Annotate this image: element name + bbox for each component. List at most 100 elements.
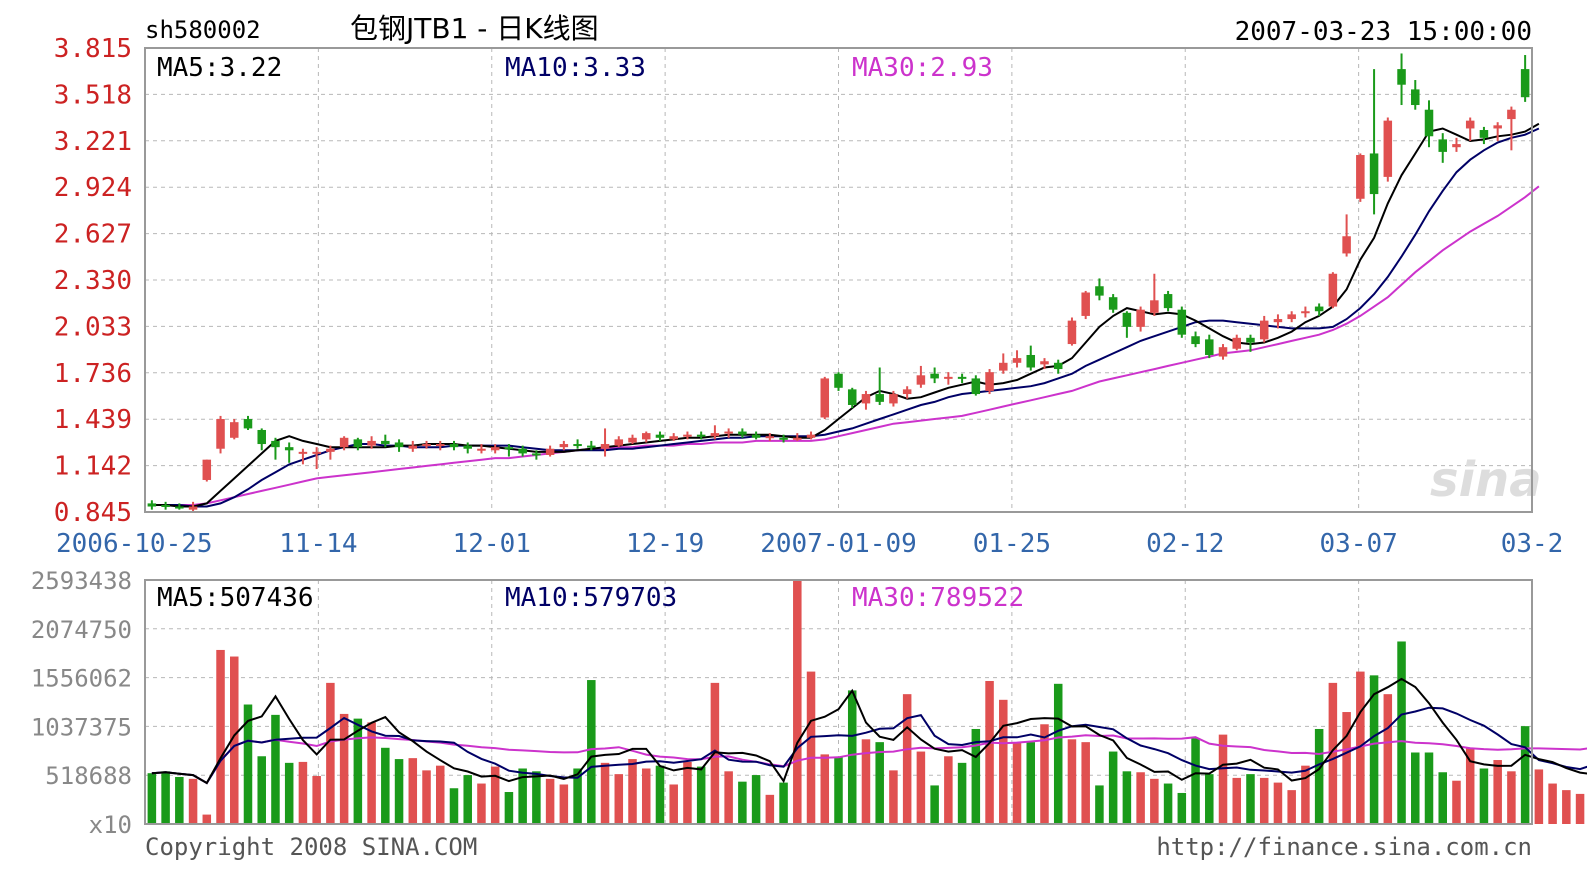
candle bbox=[381, 434, 390, 448]
volume-bar bbox=[1356, 671, 1365, 824]
volume-bar bbox=[1108, 751, 1118, 824]
volume-bar bbox=[216, 649, 225, 824]
candle-body bbox=[1369, 153, 1379, 195]
candlestick-series bbox=[147, 53, 1530, 512]
candle bbox=[175, 503, 184, 510]
candle-body bbox=[532, 453, 541, 456]
candle-body bbox=[175, 506, 184, 509]
volume-bar bbox=[284, 762, 294, 824]
candle bbox=[1218, 344, 1228, 360]
volume-bar bbox=[738, 781, 747, 824]
volume-bar bbox=[1507, 771, 1516, 824]
volume-bar bbox=[1122, 771, 1132, 824]
candle bbox=[669, 433, 678, 441]
volume-bar bbox=[1150, 778, 1159, 824]
candle-body bbox=[422, 444, 431, 447]
candle-body bbox=[944, 376, 953, 379]
candle bbox=[1520, 55, 1530, 102]
candle-body bbox=[971, 378, 981, 395]
volume-bar bbox=[1562, 790, 1571, 824]
volume-bar bbox=[1397, 641, 1406, 824]
candle-body bbox=[738, 431, 747, 435]
volume-bar bbox=[477, 783, 486, 824]
copyright-text: Copyright 2008 SINA.COM bbox=[145, 833, 477, 861]
volume-ma5-legend-label: MA5:507436 bbox=[157, 583, 314, 613]
volume-ma10-legend-label: MA10:579703 bbox=[505, 583, 677, 613]
date-tick-label: 11-14 bbox=[279, 529, 357, 559]
price-tick-label: 3.221 bbox=[54, 127, 132, 157]
candle bbox=[1163, 290, 1173, 312]
volume-ma30-legend-label: MA30:789522 bbox=[852, 583, 1024, 613]
candle bbox=[1479, 126, 1489, 145]
price-tick-label: 1.142 bbox=[54, 452, 132, 482]
price-tick-label: 3.815 bbox=[54, 34, 132, 64]
volume-bar bbox=[243, 704, 253, 824]
volume-tick-label: 1556062 bbox=[31, 665, 132, 693]
candle bbox=[724, 428, 733, 438]
candle-body bbox=[600, 444, 610, 449]
candle-body bbox=[765, 436, 775, 439]
candle bbox=[1108, 294, 1118, 313]
volume-bar bbox=[1548, 783, 1557, 824]
price-tick-label: 2.924 bbox=[54, 173, 132, 203]
volume-ma5-line bbox=[151, 677, 1587, 785]
volume-bar bbox=[1205, 774, 1214, 824]
volume-bar bbox=[628, 759, 637, 824]
volume-bar bbox=[1493, 760, 1502, 824]
candle bbox=[889, 390, 898, 407]
candle-body bbox=[614, 439, 624, 446]
volume-bar bbox=[1452, 780, 1461, 824]
price-tick-label: 0.845 bbox=[54, 498, 132, 528]
candle bbox=[518, 445, 527, 457]
volume-bar bbox=[381, 747, 390, 824]
candle-body bbox=[1479, 130, 1489, 138]
candle bbox=[1095, 278, 1104, 301]
candle bbox=[614, 436, 624, 448]
volume-bar bbox=[669, 784, 678, 824]
candle bbox=[751, 431, 761, 440]
date-x-axis: 2006-10-25 11-14 12-01 12-19 2007-01-09 01-25… bbox=[56, 529, 1563, 559]
volume-bar bbox=[957, 762, 967, 824]
price-panel-frame bbox=[144, 47, 1533, 513]
candle-body bbox=[1081, 292, 1090, 316]
candle bbox=[1411, 80, 1420, 110]
candle-body bbox=[847, 389, 857, 405]
date-tick-label: 03-2 bbox=[1501, 529, 1564, 559]
candle bbox=[394, 439, 404, 452]
candle bbox=[573, 439, 582, 449]
volume-bar bbox=[1342, 712, 1351, 824]
candle bbox=[463, 442, 472, 454]
candle bbox=[188, 501, 198, 512]
candle-body bbox=[257, 429, 266, 445]
candle-body bbox=[889, 394, 898, 404]
candle bbox=[1081, 290, 1090, 320]
candle bbox=[1383, 117, 1393, 182]
candle-body bbox=[161, 504, 170, 507]
candle-body bbox=[381, 440, 390, 445]
volume-bar-series bbox=[147, 580, 1585, 824]
candle bbox=[1369, 69, 1379, 215]
candle-body bbox=[1438, 139, 1447, 152]
volume-bar bbox=[985, 680, 994, 824]
volume-bar bbox=[1163, 783, 1173, 824]
candle-body bbox=[449, 444, 459, 448]
volume-bar bbox=[1095, 785, 1104, 824]
candle bbox=[587, 440, 596, 451]
candle-body bbox=[477, 448, 486, 451]
candle-body bbox=[1287, 314, 1296, 320]
candle-body bbox=[861, 394, 871, 404]
candle-body bbox=[710, 433, 720, 437]
volume-bar bbox=[587, 680, 596, 824]
volume-panel-frame bbox=[144, 579, 1533, 825]
candle bbox=[779, 434, 788, 443]
volume-bar bbox=[779, 782, 788, 824]
candle bbox=[957, 373, 967, 384]
candle bbox=[1067, 317, 1077, 346]
candle bbox=[971, 375, 981, 396]
candle bbox=[875, 367, 884, 405]
volume-bar bbox=[298, 761, 308, 824]
volume-bar bbox=[504, 792, 514, 824]
ma5-legend-label: MA5:3.22 bbox=[157, 53, 282, 83]
volume-bar bbox=[1232, 777, 1242, 824]
candle bbox=[1314, 303, 1324, 316]
